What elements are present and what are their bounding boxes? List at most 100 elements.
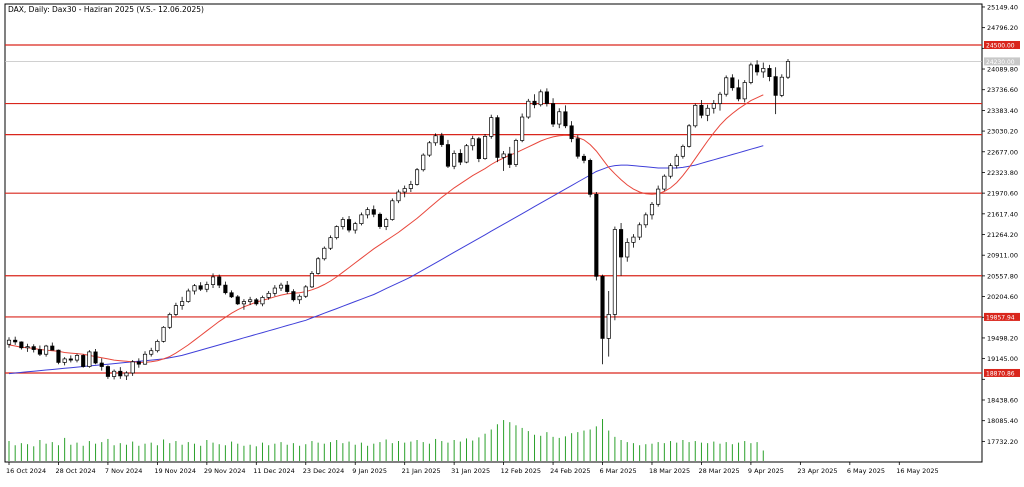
candle-body — [507, 153, 512, 165]
candle-body — [50, 345, 55, 351]
candle-body — [204, 284, 209, 290]
candle-body — [748, 64, 753, 83]
candle-body — [25, 346, 30, 349]
candle-body — [538, 91, 543, 106]
candle-body — [619, 229, 624, 258]
candle-body — [458, 152, 463, 163]
candle-body — [19, 341, 24, 349]
candle-body — [699, 104, 704, 116]
y-tick-label: 17732.20 — [987, 438, 1018, 446]
x-tick-label: 18 Mar 2025 — [649, 467, 690, 475]
candle-body — [501, 153, 506, 158]
candle-body — [384, 219, 389, 227]
x-tick-label: 12 Feb 2025 — [501, 467, 541, 475]
y-tick-label: 21970.60 — [987, 190, 1018, 198]
x-tick-label: 9 Jan 2025 — [352, 467, 387, 475]
candle-body — [93, 351, 98, 364]
candle-body — [742, 82, 747, 100]
ma-fast-line — [8, 94, 764, 363]
candle-body — [272, 287, 277, 294]
candle-body — [81, 355, 86, 367]
candle-body — [439, 135, 444, 145]
candle-body — [334, 226, 339, 239]
candle-body — [476, 138, 481, 159]
candle-body — [520, 116, 525, 141]
candle-body — [761, 68, 766, 73]
candle-body — [13, 339, 18, 343]
candle-body — [736, 87, 741, 100]
candle-body — [62, 358, 67, 363]
candle-body — [291, 291, 296, 301]
candle-body — [724, 77, 729, 95]
candle-body — [563, 111, 568, 127]
candle-body — [229, 292, 234, 298]
candle-body — [37, 349, 42, 355]
level-price-tag — [984, 312, 1020, 321]
y-tick-label: 21617.40 — [987, 210, 1018, 218]
candle-body — [346, 219, 352, 231]
y-tick-label: 18438.60 — [987, 397, 1018, 405]
candle-body — [773, 76, 778, 96]
candle-body — [390, 200, 395, 220]
candle-body — [173, 305, 178, 315]
x-tick-label: 16 Oct 2024 — [6, 467, 46, 475]
y-tick-label: 18085.40 — [987, 417, 1018, 425]
y-tick-label: 24796.20 — [987, 24, 1018, 32]
level-price-tag — [984, 368, 1020, 377]
candle-body — [445, 144, 451, 167]
y-tick-label: 19498.20 — [987, 334, 1018, 342]
candle-body — [408, 184, 413, 189]
candle-body — [625, 242, 630, 258]
candle-body — [402, 188, 407, 193]
x-tick-label: 28 Mar 2025 — [698, 467, 739, 475]
candle-body — [112, 370, 117, 377]
candle-body — [105, 366, 110, 377]
y-tick-label: 23736.60 — [987, 86, 1018, 94]
candle-body — [309, 273, 314, 288]
candle-body — [643, 214, 648, 226]
y-tick-label: 22323.80 — [987, 169, 1018, 177]
y-tick-label: 24089.80 — [987, 66, 1018, 74]
candle-body — [464, 145, 469, 163]
candle-body — [254, 299, 259, 305]
x-tick-label: 19 Nov 2024 — [154, 467, 196, 475]
candle-body — [74, 355, 80, 361]
chart-title: DAX, Daily: Dax30 - Haziran 2025 (V.S.- … — [8, 5, 204, 14]
candle-body — [149, 350, 154, 355]
level-price-tag-label: 24500.00 — [986, 42, 1015, 49]
y-tick-label: 21264.20 — [987, 231, 1018, 239]
candle-body — [180, 301, 185, 306]
candle-body — [340, 219, 345, 227]
candle-body — [297, 295, 302, 301]
candle-body — [87, 351, 92, 367]
y-tick-label: 20204.60 — [987, 293, 1018, 301]
candle-body — [136, 361, 141, 365]
candle-body — [167, 314, 172, 328]
candle-body — [235, 296, 240, 305]
candle-body — [575, 138, 580, 157]
candle-body — [241, 301, 246, 305]
candle-body — [656, 188, 661, 205]
candle-body — [557, 111, 562, 125]
x-tick-label: 6 May 2025 — [847, 467, 885, 475]
x-tick-label: 6 Mar 2025 — [600, 467, 637, 475]
candle-body — [470, 138, 475, 147]
candle-body — [569, 125, 574, 140]
candle-body — [662, 175, 667, 190]
candle-body — [544, 91, 549, 104]
candle-body — [532, 100, 537, 106]
level-price-tag — [984, 40, 1020, 49]
candle-body — [130, 361, 135, 374]
candle-body — [495, 117, 500, 158]
candle-body — [68, 358, 73, 361]
x-tick-label: 16 May 2025 — [896, 467, 938, 475]
candle-body — [155, 341, 160, 352]
candle-body — [359, 214, 364, 224]
candle-body — [198, 285, 203, 290]
candle-body — [328, 237, 333, 249]
current-price-tag — [984, 57, 1020, 66]
x-tick-label: 7 Nov 2024 — [105, 467, 142, 475]
candle-body — [316, 258, 321, 274]
candle-body — [649, 203, 655, 216]
